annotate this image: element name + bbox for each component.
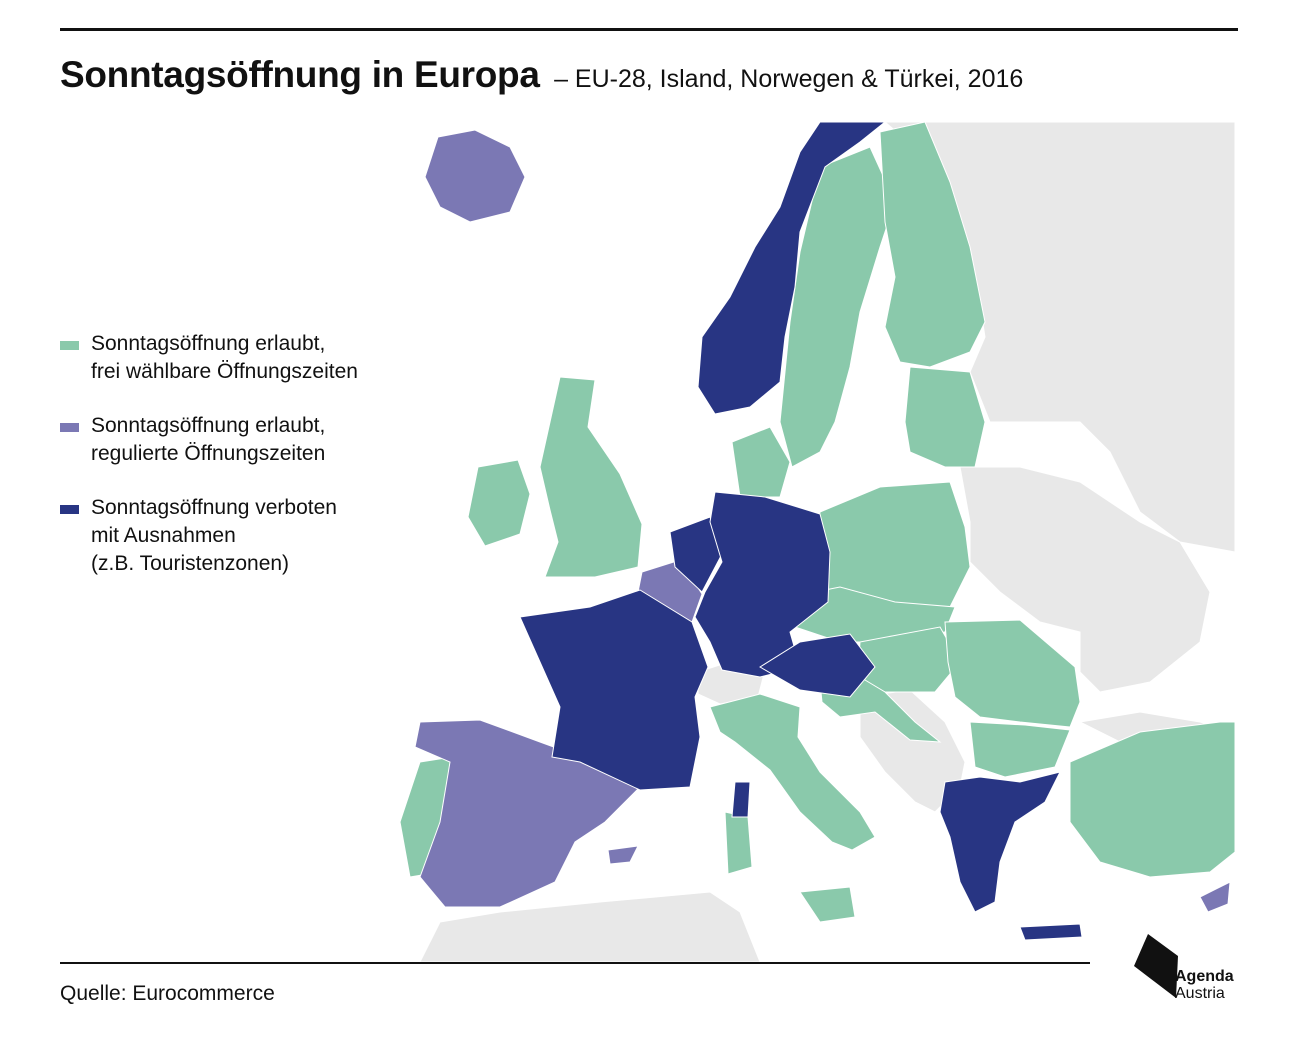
- legend-item-banned: Sonntagsöffnung verboten mit Ausnahmen (…: [60, 494, 420, 578]
- belarus-ukraine: [959, 466, 1211, 693]
- legend-swatch-regulated: [60, 423, 79, 432]
- balearic-islands: [607, 845, 639, 865]
- bottom-rule: [60, 962, 1090, 964]
- norway: [697, 122, 886, 415]
- bulgaria: [969, 721, 1071, 778]
- map-free-countries: [399, 122, 1235, 923]
- italy: [709, 693, 876, 851]
- logo-text-line2: Austria: [1175, 985, 1225, 1002]
- legend-text-regulated: Sonntagsöffnung erlaubt, regulierte Öffn…: [91, 412, 325, 468]
- map-legend: Sonntagsöffnung erlaubt, frei wählbare Ö…: [60, 330, 420, 604]
- sardinia: [724, 811, 753, 875]
- source-note: Quelle: Eurocommerce: [60, 982, 275, 1005]
- corsica: [731, 781, 751, 818]
- legend-swatch-free: [60, 341, 79, 350]
- united-kingdom: [539, 376, 643, 578]
- title-subtitle: – EU-28, Island, Norwegen & Türkei, 2016: [554, 65, 1024, 93]
- turkey-anatolia: [1069, 721, 1235, 878]
- greece: [939, 771, 1061, 913]
- north-africa: [419, 891, 761, 962]
- netherlands: [669, 516, 723, 593]
- finland: [879, 122, 986, 368]
- europe-map: [399, 122, 1235, 962]
- legend-text-banned: Sonntagsöffnung verboten mit Ausnahmen (…: [91, 494, 337, 578]
- sicily: [799, 886, 856, 923]
- agenda-austria-logo-icon: [1134, 934, 1178, 998]
- ireland: [467, 459, 531, 547]
- title-main: Sonntagsöffnung in Europa: [60, 54, 540, 95]
- page-title: Sonntagsöffnung in Europa – EU-28, Islan…: [60, 54, 1023, 96]
- denmark: [731, 426, 791, 498]
- legend-line: regulierte Öffnungszeiten: [91, 442, 326, 465]
- iceland: [424, 129, 526, 223]
- germany: [694, 491, 831, 678]
- logo-text-line1: Agenda: [1175, 968, 1234, 985]
- crete: [1019, 923, 1083, 941]
- czechia-slovakia: [789, 586, 956, 643]
- legend-item-regulated: Sonntagsöffnung erlaubt, regulierte Öffn…: [60, 412, 420, 468]
- map-banned-countries: [519, 122, 1083, 941]
- legend-line: Sonntagsöffnung erlaubt,: [91, 414, 326, 437]
- cyprus: [1199, 881, 1231, 913]
- legend-line: Sonntagsöffnung verboten: [91, 496, 337, 519]
- legend-line: frei wählbare Öffnungszeiten: [91, 360, 358, 383]
- austria: [759, 633, 876, 698]
- legend-item-free: Sonntagsöffnung erlaubt, frei wählbare Ö…: [60, 330, 420, 386]
- legend-swatch-banned: [60, 505, 79, 514]
- legend-text-free: Sonntagsöffnung erlaubt, frei wählbare Ö…: [91, 330, 358, 386]
- legend-line: Sonntagsöffnung erlaubt,: [91, 332, 326, 355]
- legend-line: (z.B. Touristenzonen): [91, 552, 290, 575]
- romania: [944, 619, 1081, 728]
- france: [519, 589, 709, 791]
- top-rule: [60, 28, 1238, 31]
- legend-line: mit Ausnahmen: [91, 524, 236, 547]
- baltics: [904, 366, 986, 468]
